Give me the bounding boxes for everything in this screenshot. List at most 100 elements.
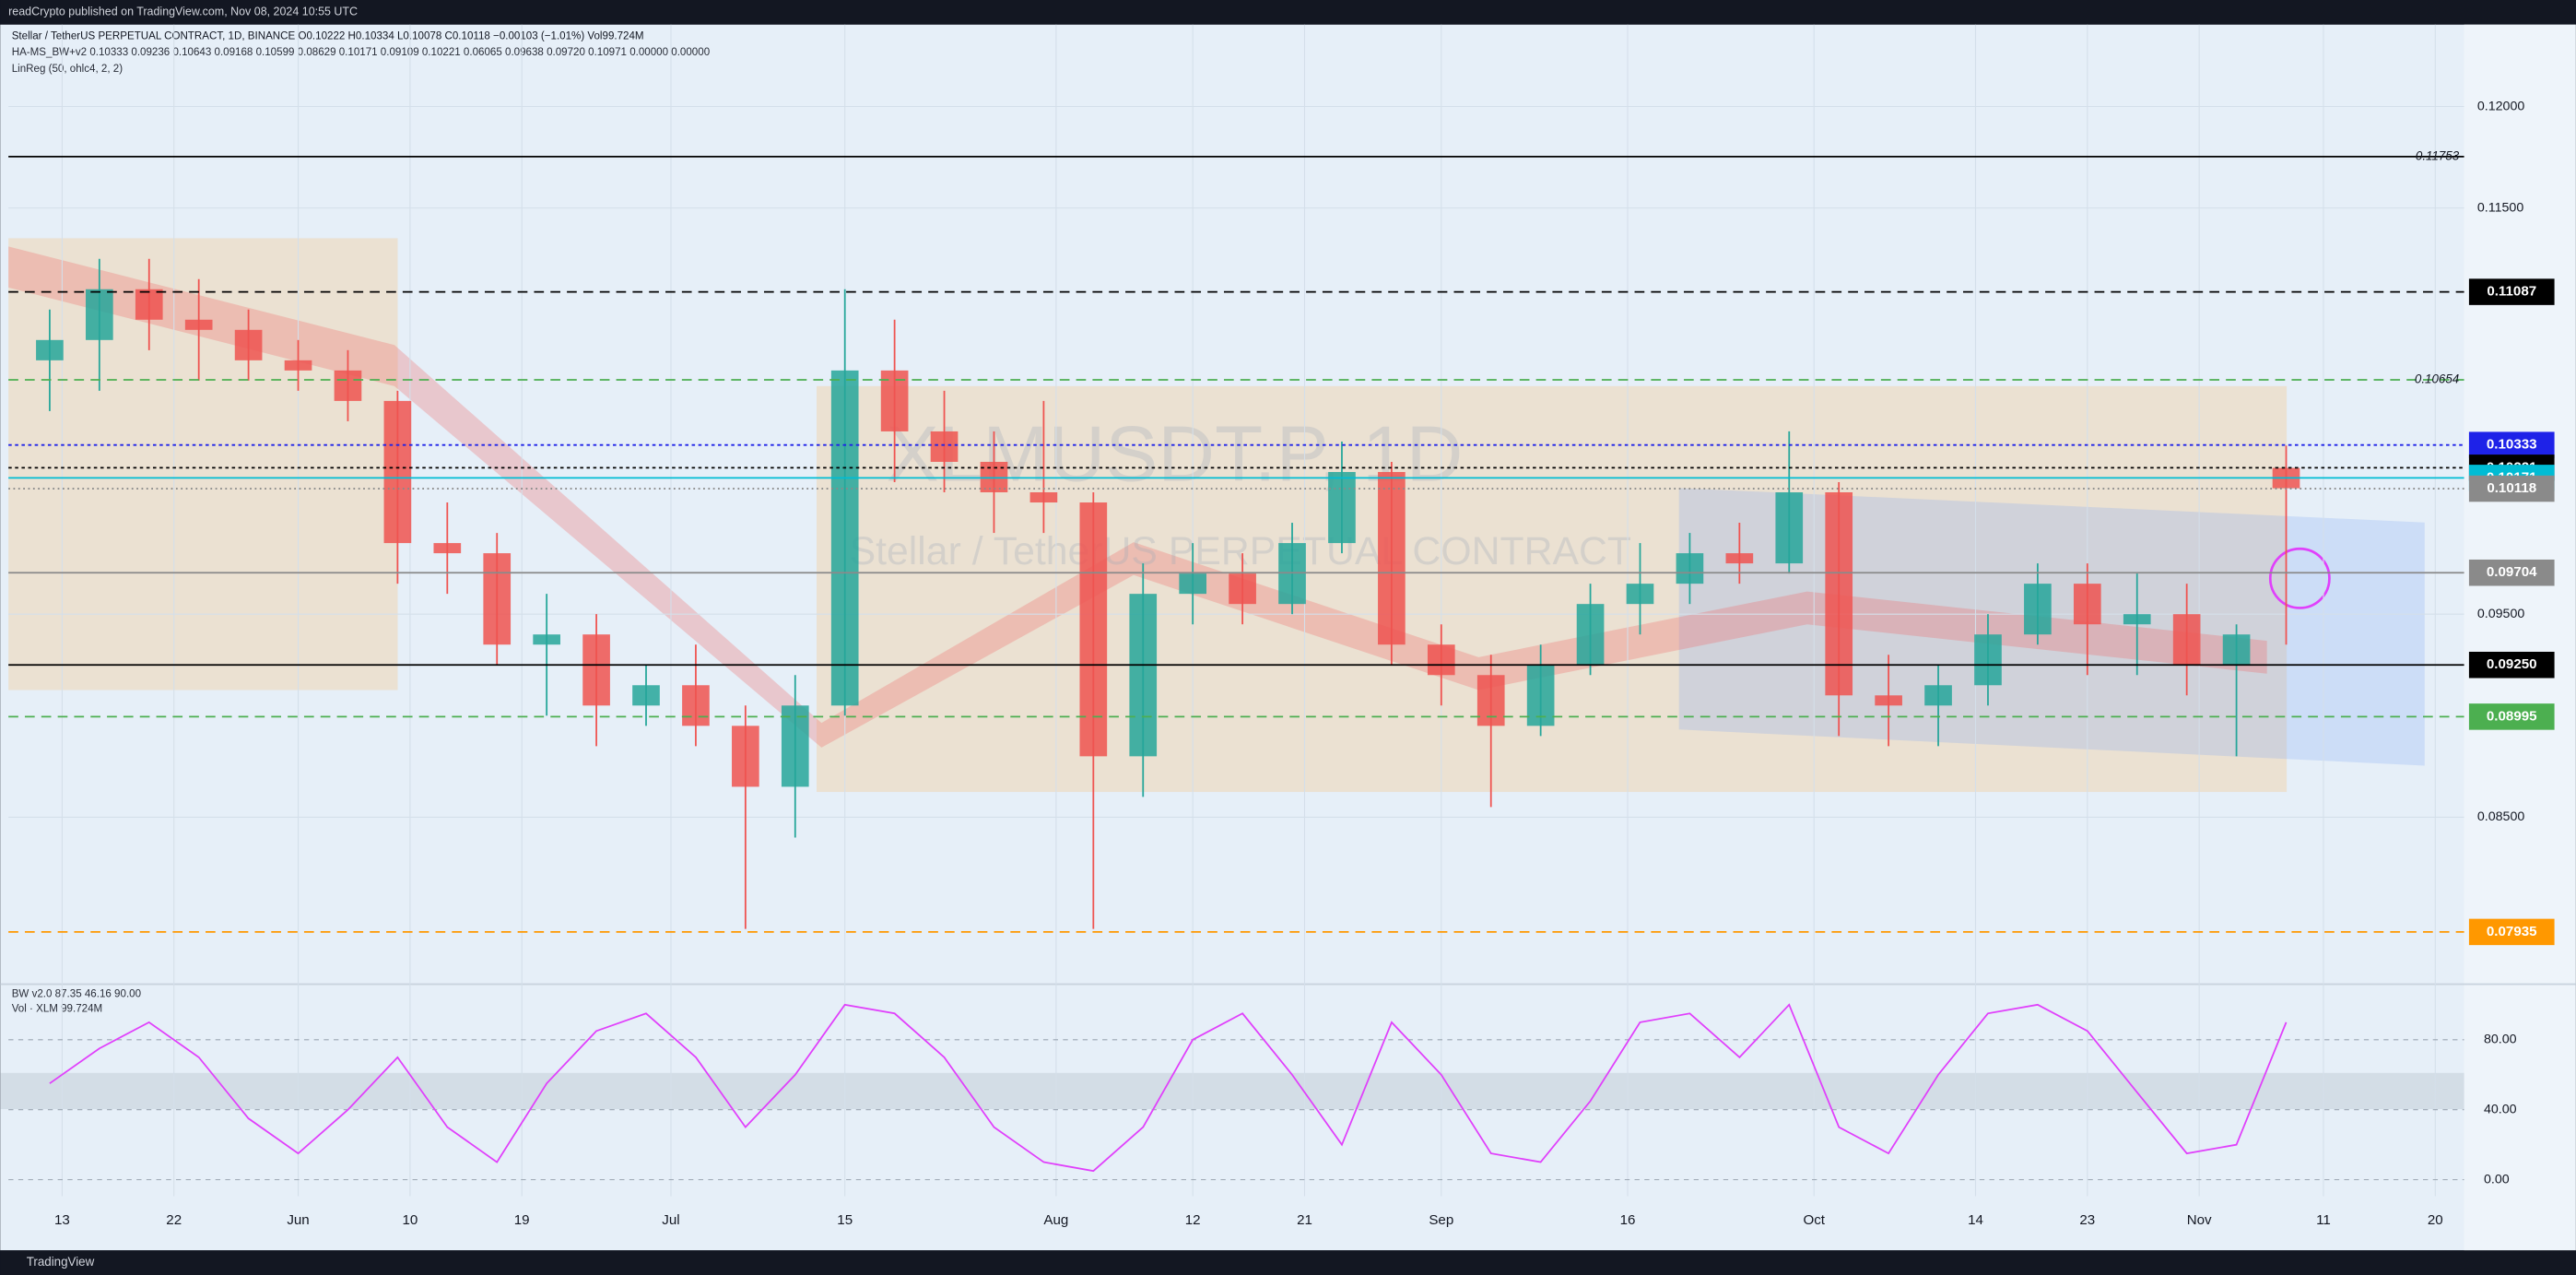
candle-body bbox=[383, 400, 412, 544]
candle-body bbox=[135, 289, 163, 320]
price-tag-label: 0.08995 bbox=[2487, 708, 2537, 724]
footer-brand: TradingView bbox=[27, 1255, 95, 1269]
y-tick-label: 0.08500 bbox=[2477, 809, 2525, 824]
candle-body bbox=[682, 685, 710, 726]
candle-body bbox=[483, 553, 512, 645]
y-tick-label: 0.11500 bbox=[2477, 200, 2524, 215]
level-label: 0.11753 bbox=[2416, 148, 2460, 162]
candle-body bbox=[2073, 584, 2101, 625]
x-tick-label: Jun bbox=[287, 1212, 309, 1228]
candle-body bbox=[1179, 573, 1207, 595]
candle-body bbox=[36, 339, 64, 360]
watermark: XLMUSDT.P, 1D bbox=[887, 411, 1464, 499]
price-axis-area bbox=[2464, 24, 2576, 1251]
x-tick-label: 15 bbox=[837, 1212, 853, 1228]
x-tick-label: 22 bbox=[166, 1212, 182, 1228]
price-tag bbox=[2468, 559, 2555, 586]
candle-body bbox=[1229, 573, 1256, 605]
x-tick-label: 20 bbox=[2428, 1212, 2443, 1228]
x-tick-label: 16 bbox=[1620, 1212, 1636, 1228]
candle-body bbox=[781, 705, 809, 787]
oscillator-tick-label: 40.00 bbox=[2484, 1102, 2517, 1116]
candle-body bbox=[533, 634, 560, 645]
candle-body bbox=[1526, 665, 1555, 726]
candle-body bbox=[1378, 471, 1406, 645]
x-tick-label: 23 bbox=[2079, 1212, 2095, 1228]
oscillator-tick-label: 80.00 bbox=[2484, 1033, 2517, 1047]
candle-body bbox=[1427, 644, 1455, 676]
oscillator-legend: BW v2.0 87.35 46.16 90.00 bbox=[12, 988, 141, 999]
x-tick-label: Sep bbox=[1429, 1212, 1453, 1228]
x-tick-label: Nov bbox=[2187, 1212, 2212, 1228]
x-tick-label: 19 bbox=[514, 1212, 530, 1228]
y-tick-label: 0.09500 bbox=[2477, 607, 2525, 621]
candle-body bbox=[1029, 492, 1058, 503]
candle-body bbox=[86, 289, 113, 340]
candle-body bbox=[930, 431, 959, 462]
x-tick-label: 12 bbox=[1185, 1212, 1201, 1228]
price-tag bbox=[2468, 651, 2555, 679]
watermark: Stellar / TetherUS PERPETUAL CONTRACT bbox=[850, 529, 1631, 573]
x-tick-label: 10 bbox=[402, 1212, 418, 1228]
price-tag bbox=[2468, 278, 2555, 305]
header-bar bbox=[0, 0, 2576, 25]
price-tag bbox=[2468, 431, 2555, 458]
candle-body bbox=[1875, 695, 1902, 706]
candle-body bbox=[732, 726, 759, 787]
price-tag-label: 0.09250 bbox=[2487, 656, 2537, 672]
candle-body bbox=[1328, 471, 1356, 544]
candle-body bbox=[582, 634, 610, 706]
candle-body bbox=[632, 685, 660, 706]
candle-body bbox=[830, 370, 859, 706]
y-tick-label: 0.12000 bbox=[2477, 99, 2525, 113]
range-box bbox=[8, 238, 398, 691]
level-label: 0.10654 bbox=[2415, 372, 2459, 386]
price-tag-label: 0.11087 bbox=[2487, 284, 2536, 300]
price-tag-label: 0.10118 bbox=[2487, 480, 2536, 496]
oscillator-tick-label: 0.00 bbox=[2484, 1172, 2510, 1186]
candle-body bbox=[1725, 553, 1754, 564]
oscillator-band bbox=[0, 1072, 2464, 1109]
marker-circle bbox=[2268, 547, 2331, 609]
candle-body bbox=[1775, 492, 1804, 564]
footer-bar bbox=[0, 1250, 2576, 1275]
price-tag bbox=[2468, 703, 2555, 730]
candle-body bbox=[2222, 634, 2251, 666]
price-tag bbox=[2468, 918, 2555, 946]
x-tick-label: Oct bbox=[1803, 1212, 1825, 1228]
header-text: readCrypto published on TradingView.com,… bbox=[8, 6, 358, 18]
candle-body bbox=[2172, 614, 2201, 666]
candle-body bbox=[1476, 675, 1505, 726]
x-tick-label: 11 bbox=[2316, 1212, 2331, 1228]
regression-channel bbox=[1678, 488, 2425, 766]
candle-body bbox=[1576, 604, 1605, 666]
ribbon bbox=[8, 246, 2267, 748]
candle-body bbox=[433, 543, 462, 554]
x-tick-label: 13 bbox=[54, 1212, 70, 1228]
candle-body bbox=[1626, 584, 1654, 605]
x-tick-label: Aug bbox=[1043, 1212, 1068, 1228]
candle-body bbox=[1129, 594, 1158, 757]
candle-body bbox=[1974, 634, 2002, 686]
candle-body bbox=[184, 319, 213, 330]
candle-body bbox=[1825, 492, 1853, 696]
oscillator-line bbox=[49, 1003, 2288, 1173]
x-tick-label: 14 bbox=[1968, 1212, 1983, 1228]
legend-line: Stellar / TetherUS PERPETUAL CONTRACT, 1… bbox=[12, 30, 644, 41]
x-tick-label: Jul bbox=[662, 1212, 679, 1228]
price-tag-label: 0.10333 bbox=[2487, 437, 2537, 453]
legend-line: LinReg (50, ohlc4, 2, 2) bbox=[12, 64, 123, 75]
candle-body bbox=[284, 360, 312, 371]
candle-body bbox=[1676, 553, 1704, 584]
price-tag-label: 0.09704 bbox=[2487, 564, 2537, 580]
candle-body bbox=[334, 370, 362, 401]
candle-body bbox=[1079, 502, 1108, 757]
legend-line: HA-MS_BW+v2 0.10333 0.09236 0.10643 0.09… bbox=[12, 47, 710, 58]
oscillator-legend: Vol · XLM 99.724M bbox=[12, 1003, 102, 1014]
price-tag bbox=[2468, 475, 2555, 502]
candle-body bbox=[2024, 584, 2052, 635]
candle-body bbox=[234, 329, 263, 360]
candle-body bbox=[2123, 614, 2151, 625]
chart-background bbox=[0, 24, 2576, 1251]
